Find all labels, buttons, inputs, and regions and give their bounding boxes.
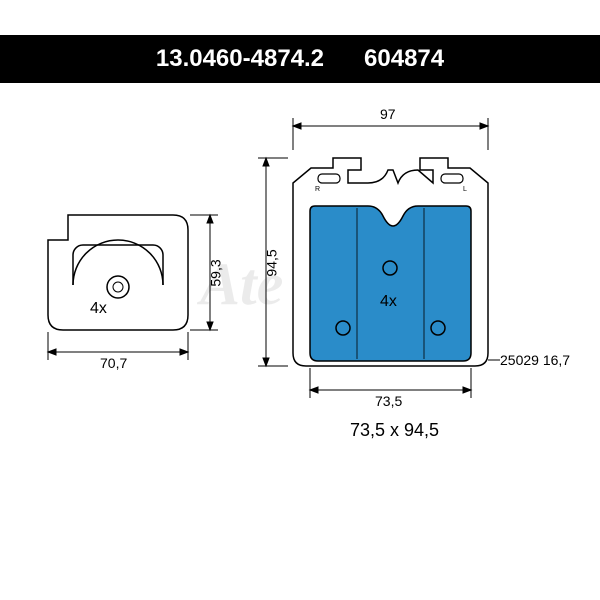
- thickness-value: 16,7: [543, 352, 570, 368]
- dim-pad-backing-width: [293, 118, 488, 150]
- shim-quantity: 4x: [90, 300, 107, 318]
- dim-label-593: 59,3: [208, 259, 224, 286]
- dim-label-97: 97: [380, 106, 396, 122]
- dim-label-735: 73,5: [375, 393, 402, 409]
- brake-pad-drawing: R L: [293, 158, 488, 366]
- dim-label-945: 94,5: [264, 249, 280, 276]
- wva-thickness-label: 25029 16,7: [500, 352, 570, 368]
- pad-size-label: 73,5 x 94,5: [350, 420, 439, 441]
- pad-quantity: 4x: [380, 293, 397, 311]
- svg-text:L: L: [463, 186, 467, 193]
- svg-text:R: R: [315, 186, 320, 193]
- wva-number: 25029: [500, 352, 539, 368]
- shim-drawing: [48, 215, 188, 330]
- dim-label-707: 70,7: [100, 355, 127, 371]
